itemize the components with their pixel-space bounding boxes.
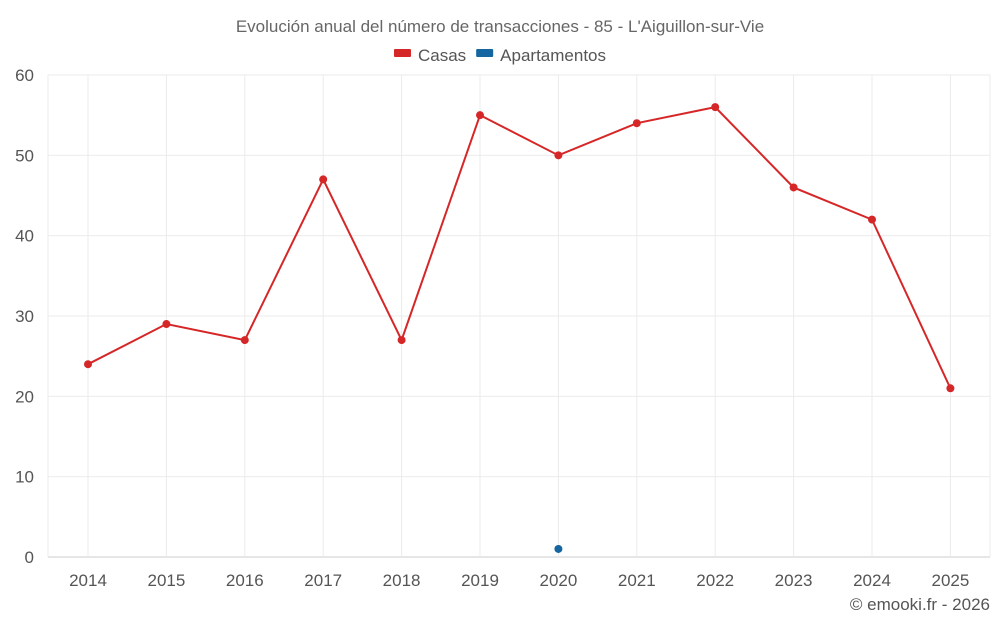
data-point-casas[interactable]	[240, 336, 249, 345]
data-point-casas[interactable]	[868, 215, 876, 224]
x-tick-label: 2015	[147, 571, 185, 590]
legend-swatch	[476, 49, 494, 57]
data-point-casas[interactable]	[397, 336, 406, 345]
y-axis-ticks: 0 10 20 30 40 50 60	[15, 66, 34, 567]
legend-swatch	[393, 49, 411, 57]
series-layer	[84, 103, 955, 553]
chart-title: Evolución anual del número de transaccio…	[236, 17, 764, 36]
x-tick-label: 2025	[931, 571, 969, 590]
x-tick-label: 2017	[304, 571, 342, 590]
x-tick-label: 2020	[539, 571, 577, 590]
copyright-credit: © emooki.fr - 2026	[850, 595, 990, 614]
y-tick-label: 30	[15, 307, 34, 326]
x-axis-ticks: 2014 2015 2016 2017 2018 2019 2020 2021 2022 2023…	[69, 571, 969, 590]
data-point-casas[interactable]	[789, 183, 798, 192]
data-point-apartamentos[interactable]	[554, 544, 563, 553]
y-tick-label: 60	[15, 66, 34, 85]
data-point-casas[interactable]	[632, 119, 641, 128]
x-tick-label: 2014	[69, 571, 107, 590]
data-point-casas[interactable]	[319, 175, 328, 184]
grid-lines	[47, 74, 991, 558]
legend-label: Casas	[418, 46, 466, 65]
data-point-casas[interactable]	[84, 360, 92, 369]
x-tick-label: 2021	[618, 571, 656, 590]
legend-item-casas[interactable]: Casas	[393, 46, 466, 65]
y-tick-label: 40	[15, 227, 34, 246]
y-tick-label: 20	[15, 387, 34, 406]
x-tick-label: 2022	[696, 571, 734, 590]
x-tick-label: 2018	[383, 571, 421, 590]
chart-legend: Casas Apartamentos	[393, 46, 606, 65]
data-point-casas[interactable]	[554, 151, 563, 160]
legend-item-apartamentos[interactable]: Apartamentos	[476, 46, 606, 65]
x-tick-label: 2016	[226, 571, 264, 590]
data-point-casas[interactable]	[476, 111, 484, 120]
y-tick-label: 10	[15, 468, 34, 487]
x-tick-label: 2024	[853, 571, 891, 590]
legend-label: Apartamentos	[500, 46, 606, 65]
y-tick-label: 50	[15, 146, 34, 165]
y-tick-label: 0	[25, 548, 34, 567]
series-line-casas	[87, 106, 952, 389]
data-point-casas[interactable]	[162, 320, 171, 329]
data-point-casas[interactable]	[946, 384, 955, 393]
x-tick-label: 2023	[775, 571, 813, 590]
data-point-casas[interactable]	[711, 103, 720, 112]
x-tick-label: 2019	[461, 571, 499, 590]
